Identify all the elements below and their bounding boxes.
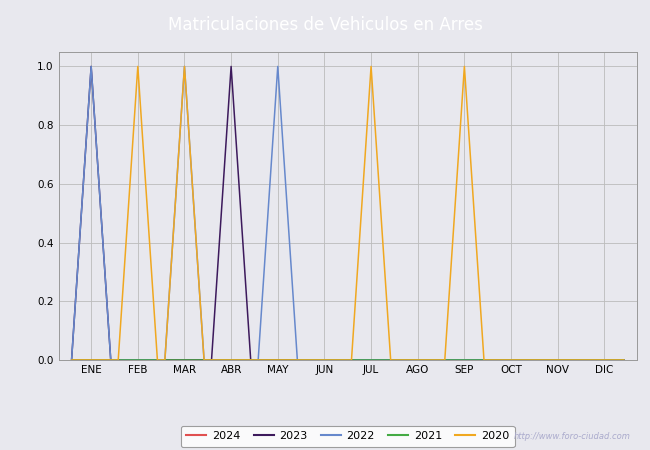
Text: Matriculaciones de Vehiculos en Arres: Matriculaciones de Vehiculos en Arres bbox=[168, 16, 482, 34]
Text: http://www.foro-ciudad.com: http://www.foro-ciudad.com bbox=[514, 432, 630, 441]
Legend: 2024, 2023, 2022, 2021, 2020: 2024, 2023, 2022, 2021, 2020 bbox=[181, 426, 515, 447]
